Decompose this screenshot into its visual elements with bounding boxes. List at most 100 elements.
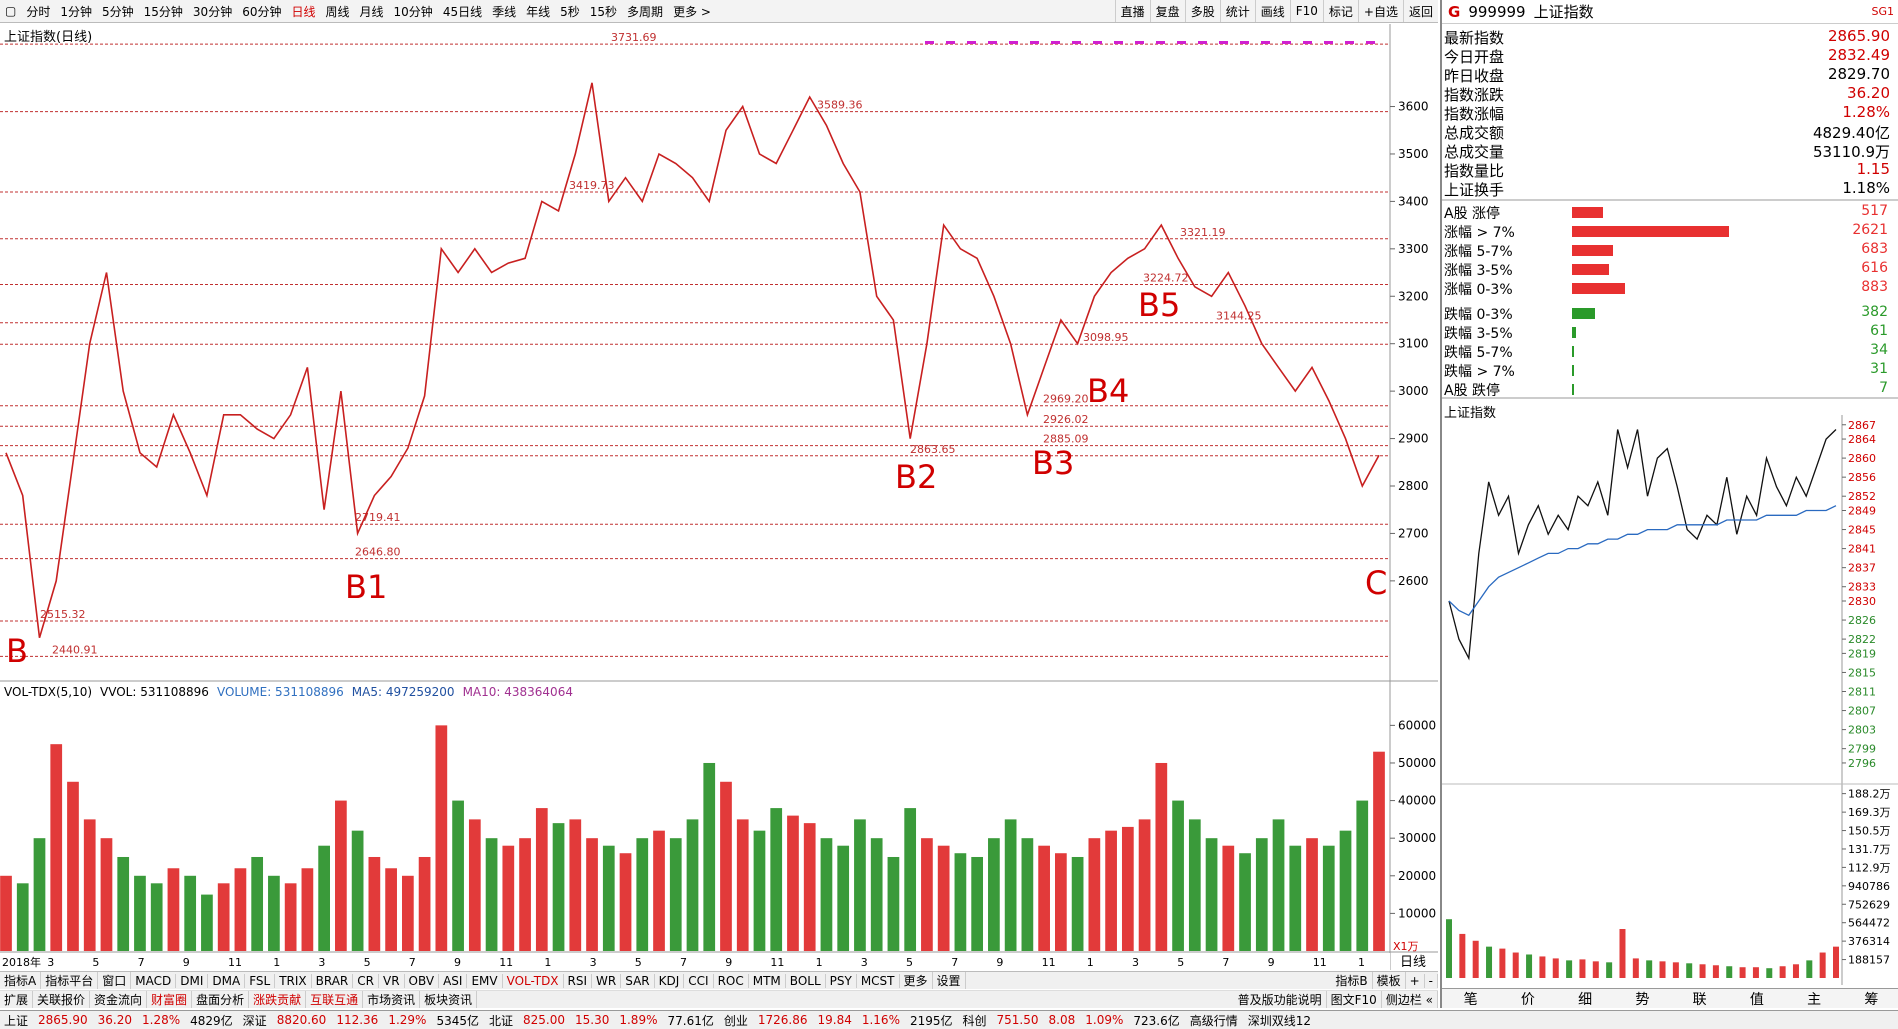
tool-tab[interactable]: 统计 xyxy=(1219,0,1255,22)
indicator-tab[interactable]: OBV xyxy=(405,973,440,988)
period-tab[interactable]: 5分钟 xyxy=(102,4,134,19)
indicator-tab[interactable]: MCST xyxy=(857,973,900,988)
indicator-tab[interactable]: KDJ xyxy=(655,973,685,988)
side-tab[interactable]: 值 xyxy=(1749,991,1764,1008)
indicator-tab[interactable]: VR xyxy=(379,973,405,988)
extension-tab[interactable]: 关联报价 xyxy=(33,991,91,1008)
intraday-volume-bar xyxy=(1833,946,1839,978)
breadth-bar xyxy=(1572,207,1603,218)
indicator-tab[interactable]: 窗口 xyxy=(98,972,132,989)
side-tab[interactable]: 价 xyxy=(1520,991,1535,1008)
period-tab[interactable]: 10分钟 xyxy=(393,4,433,19)
indicator-tab[interactable]: 模板 xyxy=(1373,972,1406,989)
indicator-tab[interactable]: WR xyxy=(592,973,622,988)
indicator-tab[interactable]: CR xyxy=(353,973,379,988)
breadth-row: 涨幅 5-7% 683 xyxy=(1444,241,1890,260)
extension-tab[interactable]: 资金流向 xyxy=(90,991,148,1008)
period-tab[interactable]: 年线 xyxy=(526,4,551,19)
side-tab[interactable]: 笔 xyxy=(1463,991,1478,1008)
period-tab[interactable]: 日线 xyxy=(291,4,316,19)
period-tab[interactable]: 15分钟 xyxy=(143,4,183,19)
indicator-tab[interactable]: + xyxy=(1406,973,1425,988)
indicator-tab[interactable]: VOL-TDX xyxy=(503,973,564,988)
tool-tab[interactable]: 画线 xyxy=(1254,0,1290,22)
period-tab[interactable]: 月线 xyxy=(359,4,384,19)
indicator-tab[interactable]: ASI xyxy=(439,973,468,988)
breadth-value: 61 xyxy=(1870,323,1888,339)
indicator-tab[interactable]: BOLL xyxy=(786,973,826,988)
period-tab[interactable]: 60分钟 xyxy=(242,4,282,19)
period-tab[interactable]: 多周期 xyxy=(627,4,664,19)
y-tick-label: 940786 xyxy=(1848,880,1890,893)
indicator-tab[interactable]: EMV xyxy=(467,973,503,988)
indicator-tab[interactable]: PSY xyxy=(826,973,857,988)
period-tab[interactable]: 1分钟 xyxy=(60,4,92,19)
extension-tab[interactable]: 图文F10 xyxy=(1327,991,1382,1008)
signal-dash xyxy=(1303,41,1312,44)
side-tab[interactable]: 细 xyxy=(1578,991,1593,1008)
indicator-tab[interactable]: 指标A xyxy=(0,972,42,989)
quote-header: G 999999 上证指数 SG1 xyxy=(1442,0,1898,24)
indicator-tab[interactable]: MACD xyxy=(131,973,177,988)
period-tab[interactable]: 周线 xyxy=(325,4,350,19)
extension-tab[interactable]: 互联互通 xyxy=(306,991,364,1008)
side-tab[interactable]: 联 xyxy=(1692,991,1707,1008)
period-tab[interactable]: 15秒 xyxy=(589,4,618,19)
indicator-tab[interactable]: ROC xyxy=(714,973,749,988)
y-tick-label: 2860 xyxy=(1848,452,1876,465)
indicator-tab[interactable]: - xyxy=(1425,973,1438,988)
indicator-tab[interactable]: MTM xyxy=(749,973,786,988)
volume-bar xyxy=(904,808,917,951)
extension-tab[interactable]: 涨跌贡献 xyxy=(249,991,307,1008)
tool-tab[interactable]: F10 xyxy=(1289,0,1323,22)
extension-tab[interactable]: 市场资讯 xyxy=(363,991,421,1008)
breadth-bar xyxy=(1572,365,1574,376)
side-tab[interactable]: 势 xyxy=(1635,991,1650,1008)
indicator-tab[interactable]: SAR xyxy=(621,973,655,988)
extension-tab[interactable]: 普及版功能说明 xyxy=(1234,991,1327,1008)
volume-bar xyxy=(1088,838,1101,951)
period-tab[interactable]: 季线 xyxy=(492,4,517,19)
tool-tab[interactable]: 标记 xyxy=(1322,0,1358,22)
indicator-tab[interactable]: RSI xyxy=(564,973,593,988)
indicator-tab[interactable]: BRAR xyxy=(312,973,354,988)
intraday-volume-bar xyxy=(1566,960,1573,978)
indicator-tab[interactable]: FSL xyxy=(245,973,276,988)
indicator-tab[interactable]: TRIX xyxy=(275,973,312,988)
tool-tab[interactable]: +自选 xyxy=(1357,0,1403,22)
breadth-bar xyxy=(1572,245,1613,256)
breadth-label: A股 跌停 xyxy=(1444,383,1501,399)
indicator-tab[interactable]: DMI xyxy=(176,973,209,988)
indicator-tab[interactable]: CCI xyxy=(684,973,714,988)
indicator-tab[interactable]: DMA xyxy=(208,973,246,988)
period-tab[interactable]: 5秒 xyxy=(560,4,580,19)
period-tab[interactable]: 45日线 xyxy=(442,4,483,19)
extension-tab[interactable]: 扩展 xyxy=(0,991,34,1008)
extension-tab[interactable]: 财富圈 xyxy=(147,991,193,1008)
tool-tab[interactable]: 复盘 xyxy=(1149,0,1185,22)
side-tab[interactable]: 主 xyxy=(1807,991,1822,1008)
extension-tab[interactable]: 盘面分析 xyxy=(192,991,250,1008)
menu-icon[interactable]: ▢ xyxy=(5,4,17,18)
breadth-bar xyxy=(1572,264,1609,275)
y-tick-label: 3600 xyxy=(1398,100,1429,114)
indicator-tab[interactable]: 设置 xyxy=(933,972,966,989)
volume-bar xyxy=(1205,838,1218,951)
period-tab[interactable]: 更多 > xyxy=(673,4,711,19)
indicator-tab[interactable]: 更多 xyxy=(900,972,933,989)
side-tab[interactable]: 筹 xyxy=(1864,991,1879,1008)
tool-tab[interactable]: 返回 xyxy=(1402,0,1438,22)
indicator-tab[interactable]: 指标B xyxy=(1331,972,1373,989)
x-tick-label: 1 xyxy=(273,956,280,969)
period-tab[interactable]: 分时 xyxy=(26,4,51,19)
period-tab[interactable]: 30分钟 xyxy=(192,4,233,19)
tool-tab[interactable]: 直播 xyxy=(1114,0,1150,22)
volume-bar xyxy=(820,838,833,951)
tool-tab[interactable]: 多股 xyxy=(1184,0,1220,22)
breadth-label: 涨幅 3-5% xyxy=(1444,263,1513,279)
indicator-tab[interactable]: 指标平台 xyxy=(41,972,99,989)
intraday-volume-bar xyxy=(1539,956,1546,978)
extension-tab[interactable]: 侧边栏 « xyxy=(1382,991,1438,1008)
extension-tab[interactable]: 板块资讯 xyxy=(420,991,478,1008)
status-item: 1726.86 xyxy=(757,1013,808,1027)
